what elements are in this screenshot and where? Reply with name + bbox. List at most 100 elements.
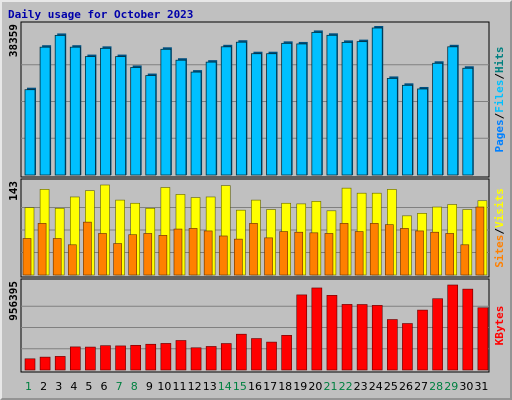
kbytes-bar bbox=[100, 345, 111, 371]
pages-bar bbox=[100, 47, 111, 176]
kbytes-bar bbox=[387, 319, 398, 371]
sites-bar bbox=[83, 221, 92, 276]
legend-word: / bbox=[493, 228, 506, 235]
pages-bar bbox=[341, 42, 353, 176]
sites-bar bbox=[445, 233, 455, 276]
x-tick-label: 7 bbox=[116, 380, 123, 393]
kbytes-bar bbox=[447, 284, 459, 371]
kbytes-bar bbox=[371, 305, 383, 371]
x-tick-label: 1 bbox=[25, 380, 32, 393]
pages-bar bbox=[220, 46, 232, 176]
sites-bar bbox=[264, 237, 273, 276]
x-tick-label: 22 bbox=[339, 380, 353, 393]
sites-bar bbox=[415, 230, 424, 276]
pages-bar bbox=[115, 56, 126, 176]
kbytes-bar bbox=[462, 288, 474, 371]
legend-word: Sites bbox=[493, 235, 506, 268]
legend-label-visits: Sites/Visits bbox=[493, 188, 506, 268]
pages-bar bbox=[447, 46, 459, 176]
pages-bar bbox=[251, 53, 262, 176]
sites-bar bbox=[309, 232, 319, 276]
x-tick-label: 11 bbox=[173, 380, 187, 393]
sites-bar bbox=[475, 206, 485, 276]
sites-bar bbox=[234, 238, 243, 276]
kbytes-bar bbox=[175, 340, 187, 371]
kbytes-bar bbox=[281, 335, 292, 371]
sites-bar bbox=[173, 228, 183, 276]
x-tick-label: 20 bbox=[308, 380, 322, 393]
x-tick-label: 13 bbox=[203, 380, 217, 393]
pages-bar bbox=[130, 67, 142, 176]
sites-bar bbox=[400, 228, 409, 276]
kbytes-bar bbox=[266, 341, 277, 371]
x-tick-label: 19 bbox=[293, 380, 307, 393]
x-tick-label: 24 bbox=[369, 380, 383, 393]
pages-bar bbox=[24, 89, 36, 176]
x-tick-label: 2 bbox=[40, 380, 47, 393]
x-tick-label: 29 bbox=[444, 380, 458, 393]
sites-bar bbox=[294, 231, 304, 276]
x-tick-label: 17 bbox=[263, 380, 277, 393]
x-tick-label: 27 bbox=[414, 380, 428, 393]
kbytes-bar bbox=[236, 333, 247, 371]
pages-bar bbox=[432, 62, 444, 176]
sites-bar bbox=[203, 230, 213, 276]
x-tick-label: 28 bbox=[429, 380, 443, 393]
pages-bar bbox=[462, 67, 474, 176]
legend-word: Visits bbox=[493, 188, 506, 228]
legend-label-hits: Pages/Files/Hits bbox=[493, 47, 506, 153]
kbytes-bar bbox=[145, 343, 157, 371]
x-tick-label: 9 bbox=[146, 380, 153, 393]
kbytes-bar bbox=[115, 345, 126, 371]
kbytes-bar bbox=[85, 346, 96, 371]
sites-bar bbox=[249, 223, 258, 276]
x-tick-label: 8 bbox=[131, 380, 138, 393]
kbytes-bar bbox=[356, 304, 368, 371]
x-tick-label: 18 bbox=[278, 380, 292, 393]
sites-bar bbox=[369, 223, 379, 276]
kbytes-bar bbox=[54, 356, 66, 371]
kbytes-bar bbox=[220, 343, 232, 371]
sites-bar bbox=[430, 231, 439, 276]
y-axis-max-label: 143 bbox=[7, 181, 20, 201]
y-axis-max-label: 956395 bbox=[7, 281, 20, 321]
pages-bar bbox=[160, 48, 172, 176]
pages-bar bbox=[326, 34, 338, 176]
pages-bar bbox=[417, 88, 428, 176]
kbytes-bar bbox=[341, 304, 353, 371]
x-tick-label: 14 bbox=[218, 380, 232, 393]
legend-word: Hits bbox=[493, 47, 506, 74]
pages-bar bbox=[190, 71, 202, 176]
sites-bar bbox=[128, 234, 137, 276]
kbytes-bar bbox=[417, 309, 428, 371]
pages-bar bbox=[356, 41, 368, 176]
kbytes-bar bbox=[402, 323, 413, 371]
sites-bar bbox=[460, 244, 470, 276]
x-tick-label: 31 bbox=[474, 380, 488, 393]
x-tick-label: 5 bbox=[85, 380, 92, 393]
x-tick-label: 23 bbox=[354, 380, 368, 393]
x-tick-label: 4 bbox=[70, 380, 77, 393]
x-tick-label: 26 bbox=[399, 380, 413, 393]
kbytes-bar bbox=[432, 298, 443, 371]
sites-bar bbox=[37, 223, 47, 276]
pages-bar bbox=[266, 53, 277, 176]
legend-word: / bbox=[493, 73, 506, 80]
sites-bar bbox=[143, 233, 153, 276]
sites-bar bbox=[188, 228, 198, 276]
kbytes-bar bbox=[160, 343, 172, 371]
sites-bar bbox=[385, 224, 394, 276]
kbytes-bar bbox=[69, 346, 81, 371]
pages-bar bbox=[311, 32, 323, 176]
x-tick-label: 6 bbox=[101, 380, 108, 393]
pages-bar bbox=[145, 75, 157, 176]
legend-word: / bbox=[493, 112, 506, 119]
sites-bar bbox=[354, 231, 364, 276]
sites-bar bbox=[22, 238, 32, 276]
legend-word: Files bbox=[493, 80, 506, 113]
sites-bar bbox=[279, 231, 288, 276]
sites-bar bbox=[218, 235, 228, 276]
kbytes-bar bbox=[205, 346, 217, 371]
x-tick-label: 30 bbox=[459, 380, 473, 393]
